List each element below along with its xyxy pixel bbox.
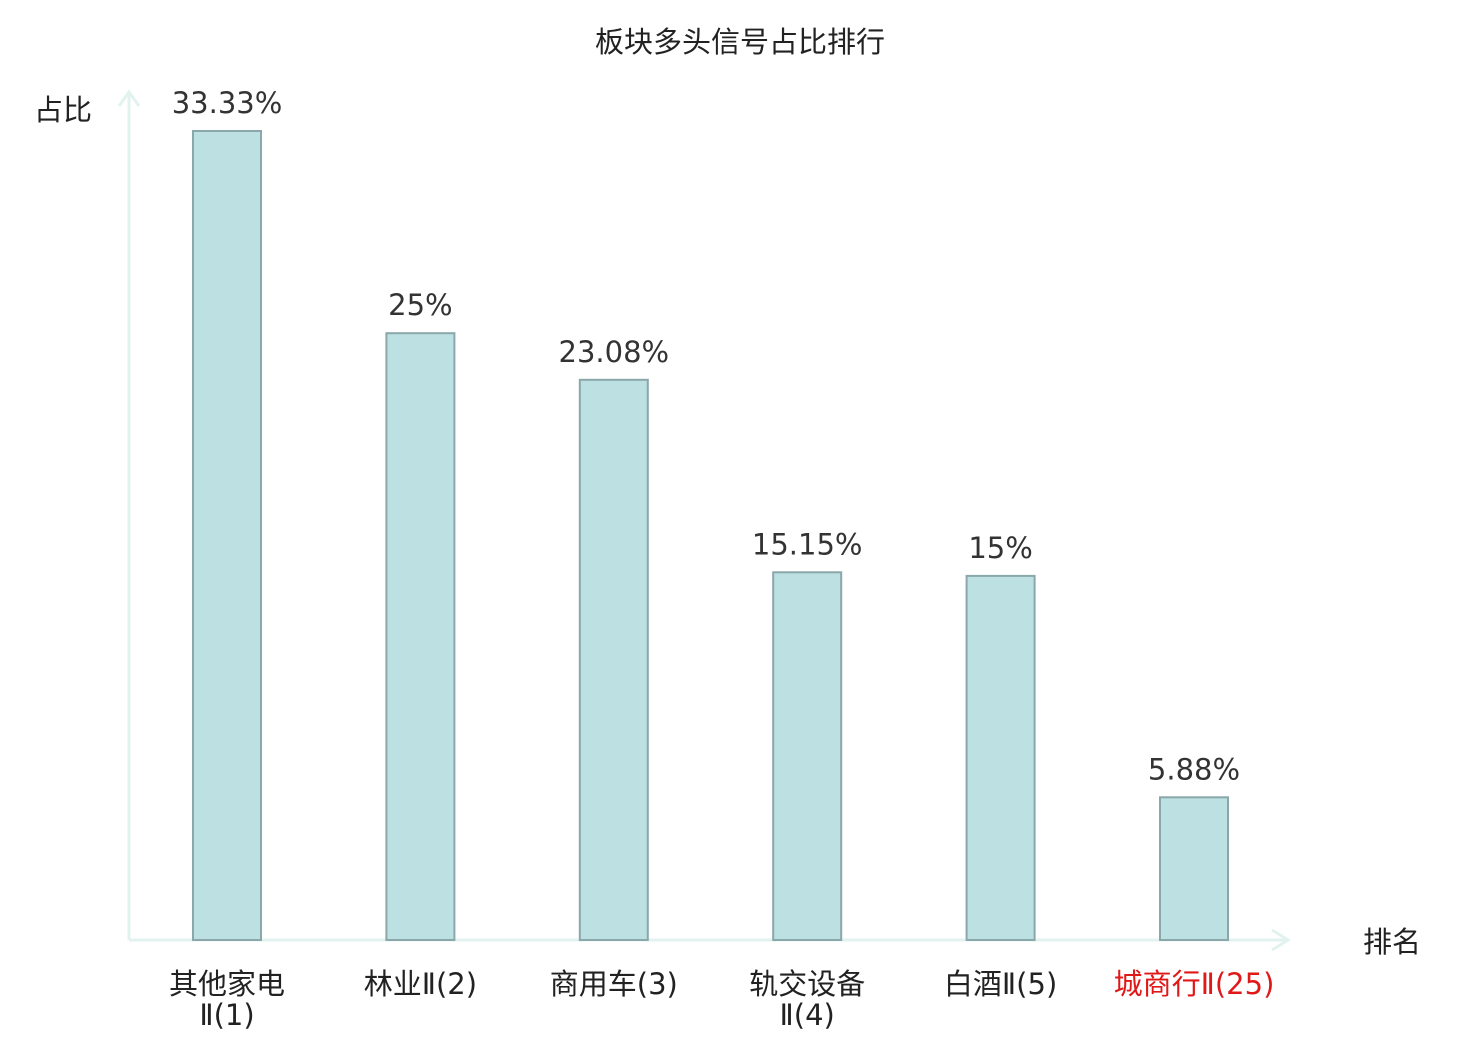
bar-2 — [385, 332, 456, 941]
value-label-6: 5.88% — [1148, 752, 1240, 786]
category-label-1: 其他家电 — [169, 967, 285, 1001]
y-axis — [117, 89, 141, 940]
value-label-2: 25% — [388, 288, 452, 322]
value-label-1: 33.33% — [172, 86, 283, 120]
bar-4 — [772, 571, 843, 941]
category-label-6: 城商行Ⅱ(25) — [1114, 967, 1275, 1001]
category-label-4: 轨交设备 — [749, 967, 865, 1001]
category-label-4-line2: Ⅱ(4) — [780, 998, 835, 1032]
bar-6 — [1159, 796, 1229, 941]
category-label-3: 商用车(3) — [550, 967, 678, 1001]
x-axis — [129, 928, 1291, 952]
x-axis-label: 排名 — [1363, 925, 1421, 959]
bar-1 — [192, 130, 262, 941]
bar-3 — [578, 378, 649, 941]
chart-title: 板块多头信号占比排行 — [595, 25, 885, 59]
bar-5 — [965, 574, 1036, 942]
x-axis-arrow — [1271, 928, 1291, 952]
value-labels-group: 33.33% 25% 23.08% 15.15% 15% 5.88% — [172, 86, 1240, 786]
value-label-3: 23.08% — [559, 335, 670, 369]
value-label-5: 15% — [968, 531, 1032, 565]
bars-group — [192, 130, 1229, 942]
category-label-5: 白酒Ⅱ(5) — [944, 967, 1057, 1001]
category-label-1-line2: Ⅱ(1) — [199, 998, 254, 1032]
value-label-4: 15.15% — [752, 527, 863, 561]
y-axis-label: 占比 — [34, 93, 92, 127]
y-axis-arrow — [117, 89, 141, 107]
category-label-2: 林业Ⅱ(2) — [364, 967, 477, 1001]
